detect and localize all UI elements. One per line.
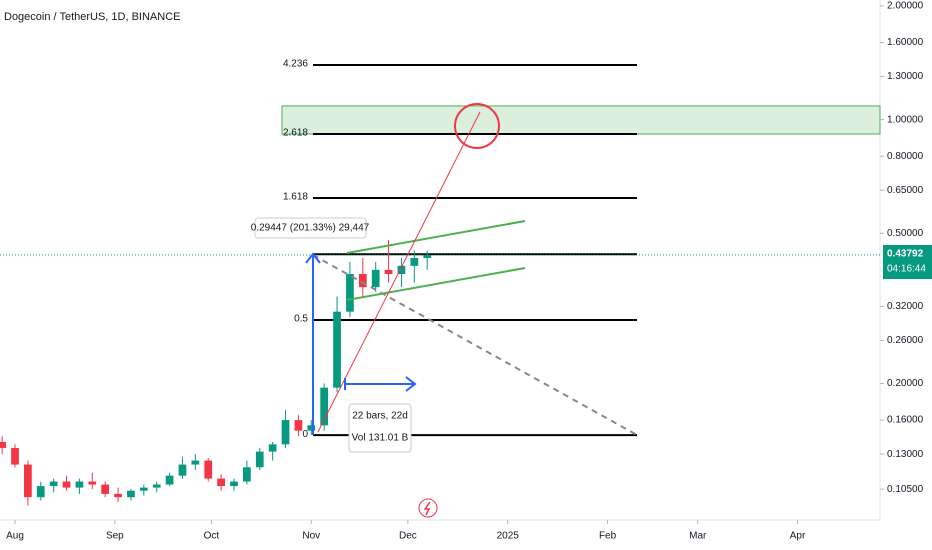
y-tick-label: 2.00000 [887,1,924,12]
fib-label: 2.618 [283,128,308,139]
y-tick-label: 0.32000 [887,301,924,312]
x-tick-label: Sep [106,531,124,542]
candle-body [268,444,277,452]
y-tick-label: 1.30000 [887,71,924,82]
candle-body [139,487,148,491]
measure-box [254,217,367,239]
candle-body [101,484,110,494]
candle-body [24,464,32,498]
candle-body [62,481,71,488]
candle-body [294,420,303,431]
y-tick-label: 0.10500 [887,484,924,495]
y-tick-label: 0.80000 [887,151,924,162]
candle-body [36,486,45,498]
target-zone [281,105,881,135]
candle-body [281,420,290,445]
candle-body [230,481,238,487]
candle-body [423,254,432,258]
price-tag-countdown: 04:16:44 [887,264,926,275]
candle-body [165,475,174,485]
candle-body [88,481,97,485]
y-tick-label: 0.20000 [887,378,924,389]
trend-projection [312,254,638,436]
arrow-head [305,252,321,264]
bars-box [348,403,412,453]
channel-upper [346,220,526,254]
candle-body [152,484,161,488]
y-tick-label: 0.50000 [887,228,924,239]
fib-label: 0.5 [294,314,308,325]
price-tag [883,245,932,280]
candle-body [333,311,341,388]
y-tick-label: 0.13000 [887,449,924,460]
candle-body [371,269,380,288]
event-icon-bolt [423,501,431,516]
price-tag-label: 0.43792 [887,249,924,260]
x-tick-label: Aug [6,531,24,542]
x-tick-label: Nov [302,531,320,542]
candle-body [346,274,354,312]
candle-body [75,481,84,488]
candle-body [384,269,393,275]
candle-body [0,441,6,448]
event-icon[interactable] [418,498,438,518]
candle-body [243,467,251,482]
x-tick-label: Apr [790,531,806,542]
candles [0,239,432,506]
fib-label: 4.236 [283,59,308,70]
bars-label: 22 bars, 22d [352,411,408,422]
candle-body [178,464,187,476]
candle-body [320,387,329,426]
arrow-head [405,376,417,392]
candle-body [204,460,213,479]
candle-body [307,425,316,431]
x-tick-label: Dec [399,531,417,542]
x-tick-label: Mar [689,531,707,542]
candle-body [217,478,225,487]
x-tick-label: 2025 [497,531,520,542]
target-circle [454,103,500,149]
y-tick-label: 0.26000 [887,335,924,346]
candle-body [191,460,200,465]
candle-body [410,257,419,266]
y-tick-label: 0.16000 [887,415,924,426]
volume-label: Vol 131.01 B [352,433,409,444]
candle-body [358,274,367,288]
fib-label: 1.618 [283,192,308,203]
measure-label: 0.29447 (201.33%) 29,447 [251,223,370,234]
y-tick-label: 0.65000 [887,185,924,196]
fib-label: 0 [302,429,308,440]
x-tick-label: Feb [599,531,617,542]
x-tick-label: Oct [204,531,220,542]
y-tick-label: 1.60000 [887,37,924,48]
candle-body [255,451,264,468]
candle-body [114,493,122,498]
candle-body [11,447,19,465]
channel-lower [346,267,526,301]
candle-body [397,265,406,275]
y-tick-label: 1.00000 [887,114,924,125]
candle-body [127,490,135,498]
chart-title: Dogecoin / TetherUS, 1D, BINANCE [4,11,180,23]
drawings: 0.29447 (201.33%) 29,447 22 bars, 22d Vo… [251,103,638,518]
drawings-under: 4.236 2.618 1.618 0.5 0 [0,59,881,440]
candle-body [49,481,58,487]
